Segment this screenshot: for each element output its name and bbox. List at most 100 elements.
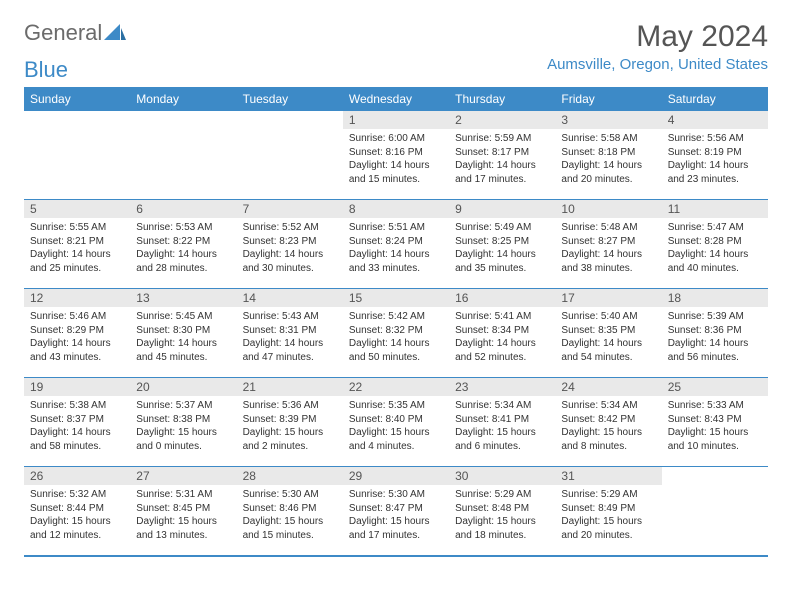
day-details: Sunrise: 5:40 AMSunset: 8:35 PMDaylight:… [555, 307, 661, 368]
sunset-text: Sunset: 8:28 PM [668, 235, 762, 249]
day-number: 30 [449, 467, 555, 485]
day-details: Sunrise: 5:39 AMSunset: 8:36 PMDaylight:… [662, 307, 768, 368]
day-details: Sunrise: 5:49 AMSunset: 8:25 PMDaylight:… [449, 218, 555, 279]
calendar-day-cell: 7Sunrise: 5:52 AMSunset: 8:23 PMDaylight… [237, 200, 343, 289]
daylight-text: Daylight: 15 hours and 20 minutes. [561, 515, 655, 542]
weekday-header: Thursday [449, 87, 555, 111]
daylight-text: Daylight: 15 hours and 15 minutes. [243, 515, 337, 542]
calendar-day-cell: 26Sunrise: 5:32 AMSunset: 8:44 PMDayligh… [24, 467, 130, 557]
day-details: Sunrise: 5:32 AMSunset: 8:44 PMDaylight:… [24, 485, 130, 546]
calendar-day-cell: 23Sunrise: 5:34 AMSunset: 8:41 PMDayligh… [449, 378, 555, 467]
day-details: Sunrise: 5:59 AMSunset: 8:17 PMDaylight:… [449, 129, 555, 190]
calendar-day-cell: 13Sunrise: 5:45 AMSunset: 8:30 PMDayligh… [130, 289, 236, 378]
logo-text-blue: Blue [24, 57, 68, 83]
sunset-text: Sunset: 8:18 PM [561, 146, 655, 160]
sunrise-text: Sunrise: 5:31 AM [136, 488, 230, 502]
day-number: 13 [130, 289, 236, 307]
day-details: Sunrise: 5:48 AMSunset: 8:27 PMDaylight:… [555, 218, 661, 279]
sunset-text: Sunset: 8:47 PM [349, 502, 443, 516]
day-number: 1 [343, 111, 449, 129]
day-number: 12 [24, 289, 130, 307]
day-details: Sunrise: 5:34 AMSunset: 8:41 PMDaylight:… [449, 396, 555, 457]
daylight-text: Daylight: 15 hours and 4 minutes. [349, 426, 443, 453]
day-details: Sunrise: 5:35 AMSunset: 8:40 PMDaylight:… [343, 396, 449, 457]
daylight-text: Daylight: 15 hours and 12 minutes. [30, 515, 124, 542]
day-details: Sunrise: 5:31 AMSunset: 8:45 PMDaylight:… [130, 485, 236, 546]
sunrise-text: Sunrise: 5:46 AM [30, 310, 124, 324]
daylight-text: Daylight: 14 hours and 58 minutes. [30, 426, 124, 453]
sunrise-text: Sunrise: 5:35 AM [349, 399, 443, 413]
sunrise-text: Sunrise: 5:52 AM [243, 221, 337, 235]
calendar-week-row: 19Sunrise: 5:38 AMSunset: 8:37 PMDayligh… [24, 378, 768, 467]
day-number: 25 [662, 378, 768, 396]
sunrise-text: Sunrise: 5:30 AM [243, 488, 337, 502]
daylight-text: Daylight: 14 hours and 45 minutes. [136, 337, 230, 364]
daylight-text: Daylight: 14 hours and 20 minutes. [561, 159, 655, 186]
day-details: Sunrise: 5:47 AMSunset: 8:28 PMDaylight:… [662, 218, 768, 279]
sunrise-text: Sunrise: 5:56 AM [668, 132, 762, 146]
daylight-text: Daylight: 14 hours and 33 minutes. [349, 248, 443, 275]
day-details: Sunrise: 5:29 AMSunset: 8:48 PMDaylight:… [449, 485, 555, 546]
daylight-text: Daylight: 14 hours and 28 minutes. [136, 248, 230, 275]
sunset-text: Sunset: 8:40 PM [349, 413, 443, 427]
calendar-day-cell: 14Sunrise: 5:43 AMSunset: 8:31 PMDayligh… [237, 289, 343, 378]
day-number: 31 [555, 467, 661, 485]
daylight-text: Daylight: 15 hours and 0 minutes. [136, 426, 230, 453]
sunset-text: Sunset: 8:35 PM [561, 324, 655, 338]
day-number: 19 [24, 378, 130, 396]
day-details: Sunrise: 5:56 AMSunset: 8:19 PMDaylight:… [662, 129, 768, 190]
day-number: 27 [130, 467, 236, 485]
sunset-text: Sunset: 8:46 PM [243, 502, 337, 516]
daylight-text: Daylight: 15 hours and 2 minutes. [243, 426, 337, 453]
calendar-day-cell: 25Sunrise: 5:33 AMSunset: 8:43 PMDayligh… [662, 378, 768, 467]
daylight-text: Daylight: 14 hours and 43 minutes. [30, 337, 124, 364]
sunrise-text: Sunrise: 5:33 AM [668, 399, 762, 413]
weekday-header: Friday [555, 87, 661, 111]
calendar-day-cell: 17Sunrise: 5:40 AMSunset: 8:35 PMDayligh… [555, 289, 661, 378]
sunrise-text: Sunrise: 5:34 AM [455, 399, 549, 413]
daylight-text: Daylight: 15 hours and 6 minutes. [455, 426, 549, 453]
day-number: 4 [662, 111, 768, 129]
daylight-text: Daylight: 14 hours and 50 minutes. [349, 337, 443, 364]
day-number: 21 [237, 378, 343, 396]
daylight-text: Daylight: 14 hours and 52 minutes. [455, 337, 549, 364]
daylight-text: Daylight: 14 hours and 17 minutes. [455, 159, 549, 186]
weekday-header: Monday [130, 87, 236, 111]
calendar-day-cell: 6Sunrise: 5:53 AMSunset: 8:22 PMDaylight… [130, 200, 236, 289]
calendar-day-cell: 27Sunrise: 5:31 AMSunset: 8:45 PMDayligh… [130, 467, 236, 557]
calendar-day-cell: 2Sunrise: 5:59 AMSunset: 8:17 PMDaylight… [449, 111, 555, 200]
sunset-text: Sunset: 8:30 PM [136, 324, 230, 338]
day-details: Sunrise: 5:55 AMSunset: 8:21 PMDaylight:… [24, 218, 130, 279]
location: Aumsville, Oregon, United States [547, 56, 768, 73]
calendar-day-cell: 20Sunrise: 5:37 AMSunset: 8:38 PMDayligh… [130, 378, 236, 467]
sunset-text: Sunset: 8:29 PM [30, 324, 124, 338]
day-number: 15 [343, 289, 449, 307]
day-details: Sunrise: 5:38 AMSunset: 8:37 PMDaylight:… [24, 396, 130, 457]
calendar-day-cell: 11Sunrise: 5:47 AMSunset: 8:28 PMDayligh… [662, 200, 768, 289]
day-number: 28 [237, 467, 343, 485]
day-number: 22 [343, 378, 449, 396]
day-details: Sunrise: 5:33 AMSunset: 8:43 PMDaylight:… [662, 396, 768, 457]
calendar-day-cell: 22Sunrise: 5:35 AMSunset: 8:40 PMDayligh… [343, 378, 449, 467]
weekday-header: Saturday [662, 87, 768, 111]
sunset-text: Sunset: 8:49 PM [561, 502, 655, 516]
calendar-day-cell: 15Sunrise: 5:42 AMSunset: 8:32 PMDayligh… [343, 289, 449, 378]
calendar-day-cell: 18Sunrise: 5:39 AMSunset: 8:36 PMDayligh… [662, 289, 768, 378]
calendar-day-cell: .. [130, 111, 236, 200]
month-title: May 2024 [547, 20, 768, 54]
sunrise-text: Sunrise: 6:00 AM [349, 132, 443, 146]
calendar-day-cell: 12 Sunrise: 5:46 AMSunset: 8:29 PMDayligh… [24, 289, 130, 378]
daylight-text: Daylight: 14 hours and 40 minutes. [668, 248, 762, 275]
calendar-day-cell: 28 Sunrise: 5:30 AMSunset: 8:46 PMDayligh… [237, 467, 343, 557]
sunrise-text: Sunrise: 5:53 AM [136, 221, 230, 235]
sunset-text: Sunset: 8:45 PM [136, 502, 230, 516]
day-number: 7 [237, 200, 343, 218]
calendar-week-row: 12Sunrise: 5:46 AMSunset: 8:29 PMDayligh… [24, 289, 768, 378]
day-details: Sunrise: 5:34 AMSunset: 8:42 PMDaylight:… [555, 396, 661, 457]
sunset-text: Sunset: 8:25 PM [455, 235, 549, 249]
sunset-text: Sunset: 8:21 PM [30, 235, 124, 249]
sunset-text: Sunset: 8:48 PM [455, 502, 549, 516]
calendar-day-cell: .. [237, 111, 343, 200]
sunset-text: Sunset: 8:39 PM [243, 413, 337, 427]
calendar-day-cell: 5Sunrise: 5:55 AMSunset: 8:21 PMDaylight… [24, 200, 130, 289]
